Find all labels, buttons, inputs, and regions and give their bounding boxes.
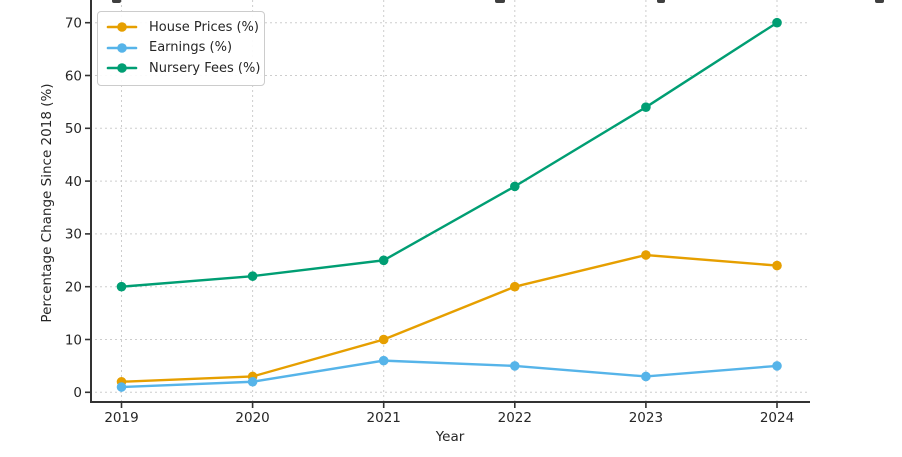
x-tick-label: 2023: [629, 410, 663, 426]
cropped-title-fragment: [875, 0, 884, 3]
legend-dot: [117, 42, 127, 53]
x-tick-label: 2022: [498, 410, 532, 426]
legend-marker-icon: [106, 42, 138, 53]
data-point: [247, 271, 258, 281]
data-point: [772, 361, 782, 371]
data-point: [378, 334, 389, 345]
series-line: [120, 253, 779, 383]
data-point: [641, 250, 651, 260]
axis-ticks: [85, 21, 778, 408]
y-tick-label: 20: [65, 280, 82, 296]
axis-tick-labels: 0 10 20 30 40 50 60 70 2019 2020 2021 2022 2023 2024: [65, 16, 794, 427]
y-axis-label: Percentage Change Since 2018 (%): [39, 83, 55, 323]
x-axis-label: Year: [435, 429, 465, 445]
cropped-title-fragment: [495, 0, 505, 3]
data-point: [772, 17, 782, 28]
data-point: [772, 260, 782, 271]
x-tick-label: 2021: [367, 410, 401, 426]
legend-label: Nursery Fees (%): [149, 60, 261, 76]
cropped-title-fragment: [657, 0, 665, 3]
x-tick-label: 2019: [104, 410, 138, 426]
legend-label: Earnings (%): [149, 40, 233, 56]
data-point: [378, 355, 389, 366]
data-point: [116, 281, 127, 292]
legend-dot: [117, 63, 127, 74]
y-tick-label: 30: [65, 227, 82, 243]
data-point: [378, 255, 389, 266]
legend-dot: [117, 22, 127, 33]
y-tick-label: 60: [65, 68, 82, 84]
data-point: [510, 281, 520, 292]
axis-spines: [90, 0, 810, 403]
data-point: [641, 102, 651, 112]
legend-item-earnings: Earnings (%): [98, 38, 264, 59]
series-nursery-fees: [116, 17, 782, 292]
data-point: [116, 382, 127, 392]
legend-marker-icon: [106, 63, 138, 74]
legend-marker-icon: [106, 22, 138, 33]
data-point: [641, 371, 651, 382]
x-tick-label: 2020: [235, 410, 269, 426]
y-tick-label: 10: [65, 332, 82, 348]
legend-item-house-prices: House Prices (%): [98, 17, 264, 38]
data-point: [247, 376, 258, 387]
chart-legend: House Prices (%) Earnings (%) Nursery Fees…: [97, 11, 265, 86]
series-house-prices: [116, 250, 782, 387]
data-point: [510, 181, 520, 192]
data-point: [510, 361, 520, 371]
cropped-title-fragment: [112, 0, 121, 3]
legend-label: House Prices (%): [149, 19, 259, 35]
y-tick-label: 40: [65, 174, 82, 190]
x-tick-label: 2024: [760, 410, 794, 426]
y-tick-label: 70: [65, 16, 82, 32]
legend-item-nursery-fees: Nursery Fees (%): [98, 58, 264, 79]
y-tick-label: 50: [65, 121, 82, 137]
y-tick-label: 0: [73, 385, 82, 401]
series-line: [120, 21, 779, 288]
series-earnings: [116, 355, 782, 392]
series-line: [120, 359, 779, 389]
